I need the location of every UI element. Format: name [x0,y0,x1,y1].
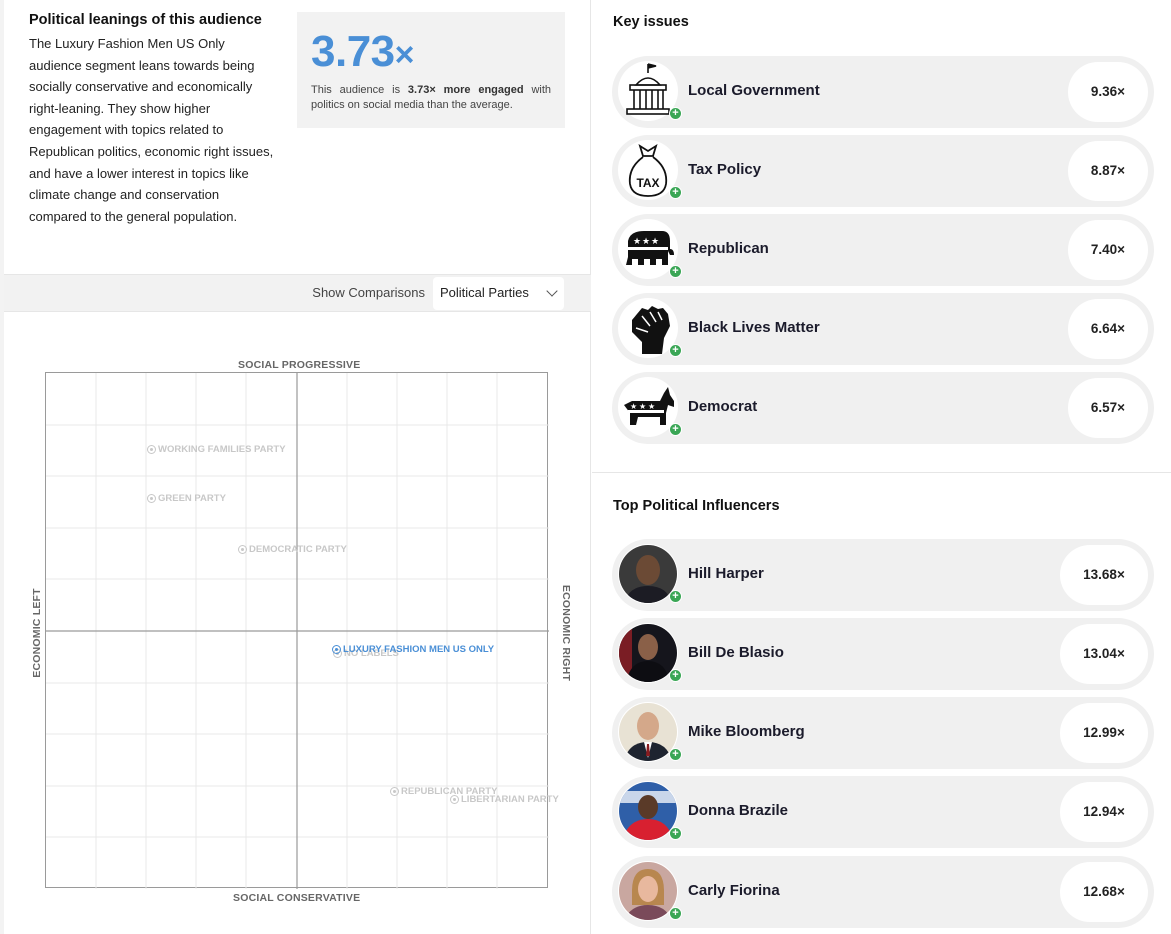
engagement-card: 3.73× This audience is 3.73× more engage… [297,12,565,128]
add-icon[interactable]: + [669,748,682,761]
key-issue-name: Republican [688,240,769,257]
key-issue-value: 8.87× [1068,141,1148,201]
key-issue-value: 9.36× [1068,62,1148,122]
avatar: + [618,702,682,762]
influencer-name: Mike Bloomberg [688,723,805,740]
key-issue-row[interactable]: ★ ★ ★ + Democrat 6.57× [612,372,1154,444]
summary-block: Political leanings of this audience The … [29,12,279,227]
svg-text:★: ★ [633,236,641,246]
target-icon [147,494,156,503]
chevron-down-icon [546,285,558,297]
add-icon[interactable]: + [669,107,682,120]
add-icon[interactable]: + [669,907,682,920]
avatar: + [618,544,682,604]
comparisons-bar: Show Comparisons Political Parties [4,274,591,312]
donkey-icon: ★ ★ ★ + [618,377,682,437]
influencer-name: Carly Fiorina [688,882,780,899]
add-icon[interactable]: + [669,669,682,682]
add-icon[interactable]: + [669,186,682,199]
add-icon[interactable]: + [669,265,682,278]
axis-right-label: ECONOMIC RIGHT [560,584,573,682]
key-issue-name: Tax Policy [688,161,762,178]
key-issue-row[interactable]: + Black Lives Matter 6.64× [612,293,1154,365]
political-compass: WORKING FAMILIES PARTY GREEN PARTY DEMOC… [45,372,559,889]
comparisons-dropdown[interactable]: Political Parties [433,277,564,310]
influencer-value: 13.04× [1060,624,1148,684]
svg-text:TAX: TAX [636,176,659,190]
add-icon[interactable]: + [669,590,682,603]
svg-text:★: ★ [648,402,655,411]
engagement-description: This audience is 3.73× more engaged with… [311,84,552,111]
key-issue-row[interactable]: + Local Government 9.36× [612,56,1154,128]
summary-title: Political leanings of this audience [29,12,262,28]
target-icon [332,645,341,654]
avatar: + [618,781,682,841]
target-icon [450,795,459,804]
avatar: + [618,861,682,921]
party-marker[interactable]: WORKING FAMILIES PARTY [147,444,286,455]
influencers-title: Top Political Influencers [613,498,780,514]
add-icon[interactable]: + [669,344,682,357]
section-divider [592,472,1171,473]
axis-bottom-label: SOCIAL CONSERVATIVE [233,892,361,904]
target-icon [238,545,247,554]
target-icon [147,445,156,454]
influencer-value: 12.99× [1060,703,1148,763]
influencer-name: Hill Harper [688,565,764,582]
key-issue-row[interactable]: ★ ★ ★ + Republican 7.40× [612,214,1154,286]
tax-bag-icon: TAX + [618,140,682,200]
influencer-row[interactable]: + Mike Bloomberg 12.99× [612,697,1154,769]
influencer-value: 12.94× [1060,782,1148,842]
key-issue-name: Black Lives Matter [688,319,820,336]
influencer-row[interactable]: + Bill De Blasio 13.04× [612,618,1154,690]
influencer-row[interactable]: + Donna Brazile 12.94× [612,776,1154,848]
key-issues-title: Key issues [613,14,689,30]
influencer-name: Donna Brazile [688,802,789,819]
influencer-value: 13.68× [1060,545,1148,605]
summary-body: The Luxury Fashion Men US Only audience … [29,36,274,224]
target-icon [390,787,399,796]
political-leanings-panel: Political leanings of this audience The … [0,0,591,934]
party-marker[interactable]: LIBERTARIAN PARTY [450,794,559,805]
svg-text:★: ★ [642,236,650,246]
raised-fist-icon: + [618,298,682,358]
party-marker[interactable]: REPUBLICAN PARTY [390,786,497,797]
svg-text:★: ★ [630,402,637,411]
key-issue-value: 7.40× [1068,220,1148,280]
capitol-building-icon: + [618,61,682,121]
compass-grid [46,373,549,889]
svg-text:★: ★ [651,236,659,246]
left-edge [0,0,4,934]
influencer-value: 12.68× [1060,862,1148,922]
key-issue-value: 6.64× [1068,299,1148,359]
show-comparisons-label: Show Comparisons [312,285,425,300]
influencer-row[interactable]: + Carly Fiorina 12.68× [612,856,1154,928]
right-panel: Key issues + Local Government 9.36× [592,0,1171,934]
comparisons-selected: Political Parties [440,285,529,300]
engagement-multiplier: 3.73× [311,27,415,76]
avatar: + [618,623,682,683]
key-issue-row[interactable]: TAX + Tax Policy 8.87× [612,135,1154,207]
svg-text:★: ★ [639,402,646,411]
key-issue-name: Local Government [688,82,820,99]
audience-marker[interactable]: LUXURY FASHION MEN US ONLY [332,644,494,655]
key-issue-value: 6.57× [1068,378,1148,438]
influencer-name: Bill De Blasio [688,644,784,661]
add-icon[interactable]: + [669,827,682,840]
elephant-icon: ★ ★ ★ + [618,219,682,279]
axis-left-label: ECONOMIC LEFT [30,588,43,678]
axis-top-label: SOCIAL PROGRESSIVE [238,359,361,371]
key-issue-name: Democrat [688,398,758,415]
party-marker[interactable]: GREEN PARTY [147,493,226,504]
party-marker[interactable]: DEMOCRATIC PARTY [238,544,347,555]
influencer-row[interactable]: + Hill Harper 13.68× [612,539,1154,611]
add-icon[interactable]: + [669,423,682,436]
